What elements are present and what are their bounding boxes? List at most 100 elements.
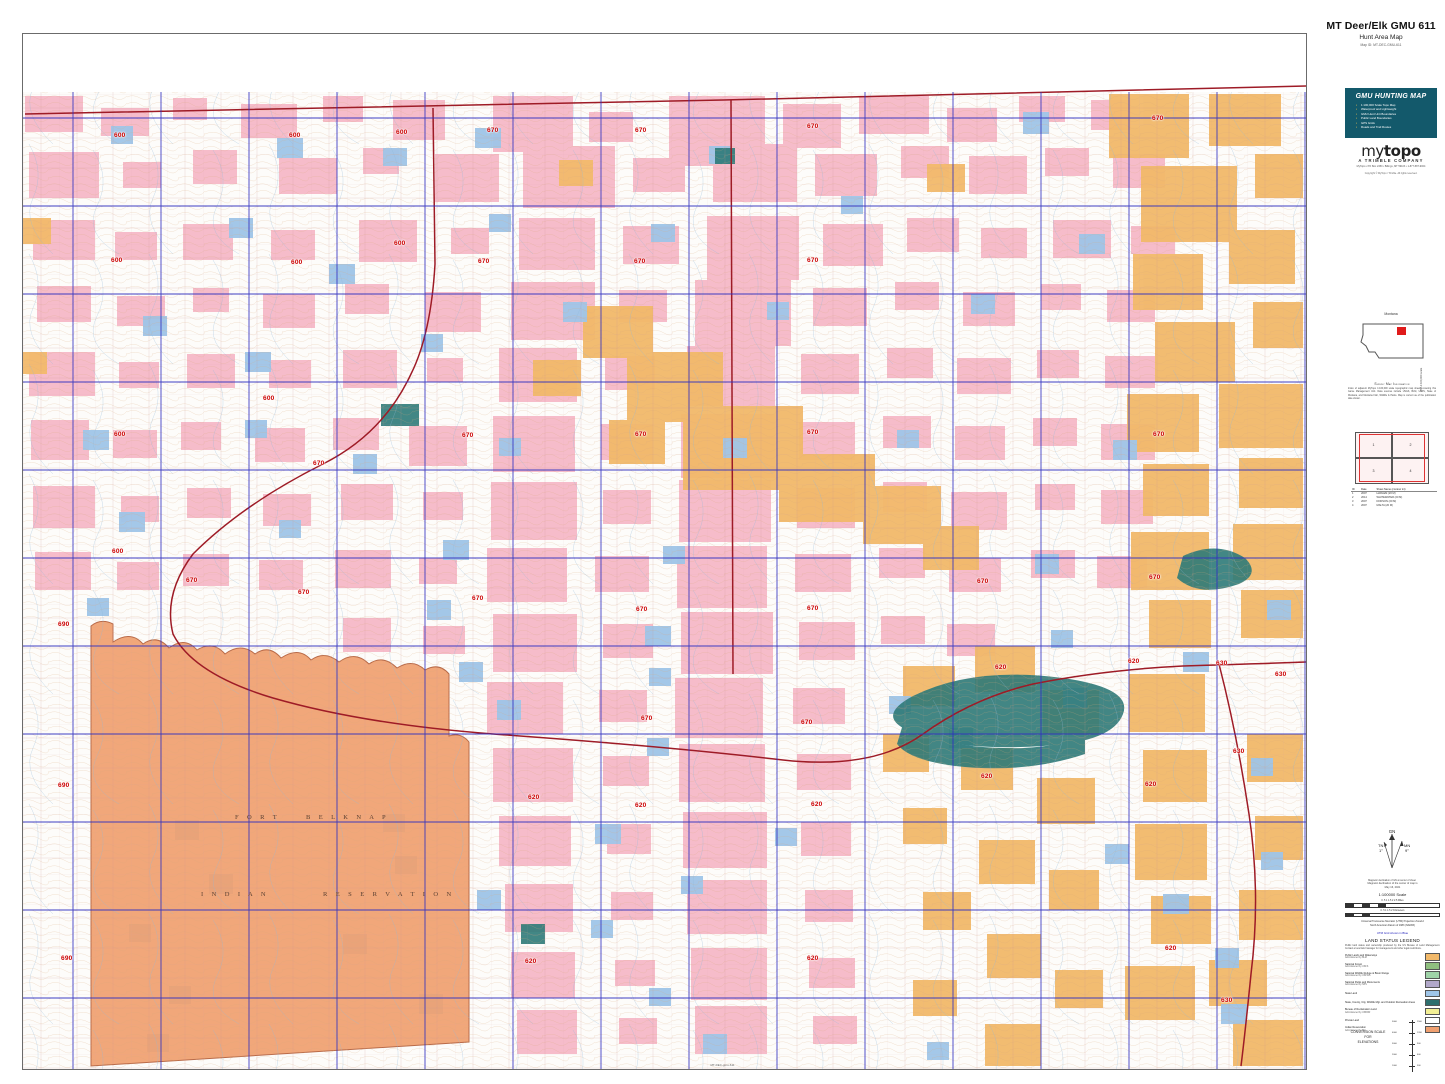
gmu-number-label: 600 — [289, 132, 301, 139]
conversion-feet-label: 2000 — [1392, 1054, 1397, 1056]
gmu-number-label: 670 — [807, 257, 819, 264]
map-id-text: Map ID: MT-DEC-GMU-611 — [1360, 43, 1402, 47]
gmu-number-label: 620 — [1165, 945, 1177, 952]
gmu-number-label: 670 — [635, 127, 647, 134]
table-cell: 2014 — [1361, 496, 1367, 499]
logo-my: my — [1361, 142, 1384, 160]
legend-item-label: Indian Reservation Administered by BIA — [1345, 1026, 1366, 1032]
legend-item-label: State Land — [1345, 991, 1358, 995]
side-note-text: USA 1:100,000 scale — [1420, 367, 1423, 392]
scale-label: 1:100000 Scale — [1378, 892, 1407, 898]
gmu-number-label: 620 — [981, 773, 993, 780]
place-label: I N D I A N — [201, 891, 269, 898]
gmu-number-label: 690 — [58, 782, 70, 789]
gmu-number-label: 670 — [807, 123, 819, 130]
scale-km-ticks: 0 .5 1 1.5 2 Kilometers — [1380, 908, 1405, 912]
declination-diagram: GN TN 1° MN 9° Magnetic declination of G… — [1348, 828, 1436, 882]
projection-line: Universal Transverse Mercator (UTM) Proj… — [1361, 920, 1424, 924]
legend-color-swatch — [1425, 980, 1440, 988]
legend-item-label: National Wildlife Refuge & Bison Range Ad… — [1345, 971, 1390, 978]
adjacent-cell: 4 — [1392, 458, 1429, 484]
conversion-feet-label: 5000 — [1392, 1021, 1397, 1023]
product-feature-item: Public Land Boundaries — [1356, 116, 1437, 121]
gmu-number-label: 620 — [1145, 781, 1157, 788]
gmu-number-label: 670 — [636, 606, 648, 613]
conversion-caption: CONVERSION SCALE FOR ELEVATIONS — [1340, 1018, 1396, 1045]
topographic-map-canvas[interactable] — [23, 34, 1306, 1069]
legend-color-swatch — [1425, 953, 1440, 961]
gmu-number-label: 670 — [1153, 431, 1165, 438]
legend-item-label: Bureau of Reclamation Land Administered b… — [1345, 1008, 1377, 1014]
utm-grid-note: UTM Grid shown in Blue — [1376, 930, 1409, 935]
legend-item-sublabel: Administered by BLM — [1345, 956, 1367, 959]
legend-item-sublabel: Administered by USFS — [1345, 966, 1369, 969]
table-column-header: Sheet Name (contour int) — [1375, 488, 1437, 492]
brand-tagline: A TRIMBLE COMPANY — [1358, 158, 1424, 163]
conversion-scale-graphic: 5000 1500 4000 1200 3000 900 2000 600 1000 300 — [1392, 1018, 1426, 1074]
legend-item-label: Public Lands and Waterways Administered b… — [1345, 953, 1378, 959]
legend-item: National Wildlife Refuge & Bison Range Ad… — [1345, 971, 1440, 979]
elevation-conversion-scale: CONVERSION SCALE FOR ELEVATIONS 5000 1500 40… — [1340, 1018, 1440, 1074]
place-label: B E L K N A P — [306, 814, 389, 821]
declination-note: Magnetic declination of GN at center of … — [1368, 879, 1416, 882]
mytopo-logo-block: mytopo A TRIMBLE COMPANY MyTopo • PO Box… — [1345, 143, 1437, 175]
conversion-meter-label: 600 — [1417, 1054, 1421, 1056]
state-locator-map: Montana — [1345, 312, 1437, 364]
table-row: 4 2007 MALTA (20 M) — [1351, 504, 1437, 508]
legend-item-label: National Parks and Monuments Administered… — [1345, 980, 1380, 987]
legend-item: Public Lands and Waterways Administered b… — [1345, 953, 1440, 961]
gmu-number-label: 670 — [313, 460, 325, 467]
scale-bar-miles: 0 .5 1 1.5 2 2.5 Miles — [1345, 899, 1440, 902]
legend-item: Indian Reservation Administered by BIA — [1345, 1025, 1440, 1034]
revision-date: May 16, 2021 — [1384, 885, 1401, 889]
table-cell: 3 — [1352, 500, 1354, 503]
gmu-number-label: 600 — [111, 257, 123, 264]
conversion-feet-label: 3000 — [1392, 1043, 1397, 1045]
gmu-number-label: 670 — [478, 258, 490, 265]
svg-text:MN: MN — [1404, 843, 1410, 848]
table-cell: 4 — [1352, 504, 1354, 507]
conversion-caption-line: ELEVATIONS — [1357, 1040, 1379, 1044]
legend-item: National Parks and Monuments Administered… — [1345, 980, 1440, 988]
scale-bar-km: 0 .5 1 1.5 2 Kilometers — [1345, 909, 1440, 912]
gmu-number-label: 670 — [801, 719, 813, 726]
table-row: 1 2007 HARLEM (20 M) — [1351, 492, 1437, 497]
gmu-number-label: 670 — [186, 577, 198, 584]
legend-color-swatch — [1425, 962, 1440, 970]
adjacent-cell: 2 — [1392, 432, 1429, 458]
survey-paragraph: Index of adjacent MyTopo 1:100,000 scale… — [1348, 388, 1436, 400]
table-cell: 2007 — [1361, 500, 1367, 503]
gmu-number-label: 670 — [487, 127, 499, 134]
page-subtitle: Hunt Area Map — [1359, 34, 1403, 41]
gmu-number-label: 600 — [396, 129, 408, 136]
conversion-caption-line: CONVERSION SCALE — [1350, 1030, 1386, 1034]
gmu-boundary-lines — [24, 85, 1306, 1067]
gmu-number-label: 600 — [291, 259, 303, 266]
legend-rows: Public Lands and Waterways Administered b… — [1345, 953, 1440, 1034]
footer-map-id: MT-DEC-gmu-611 — [710, 1063, 735, 1067]
legend-item-label: Private Land — [1345, 1018, 1360, 1022]
gmu-number-label: 670 — [634, 258, 646, 265]
gmu-number-label: 600 — [114, 132, 126, 139]
product-feature-item: 1:100,000 Scale Topo Map — [1356, 103, 1437, 108]
gmu-number-label: 620 — [995, 664, 1007, 671]
svg-text:GN: GN — [1389, 829, 1396, 834]
svg-text:1°: 1° — [1379, 848, 1383, 853]
product-feature-item: Waterproof and Lightweight — [1356, 107, 1437, 112]
gmu-number-label: 630 — [1233, 748, 1245, 755]
gmu-number-label: 670 — [1149, 574, 1161, 581]
product-feature-list: 1:100,000 Scale Topo MapWaterproof and L… — [1356, 103, 1437, 130]
map-frame[interactable]: F O R T B E L K N A P I N D I A N R E S … — [22, 33, 1307, 1070]
table-row: 2 2014 WHITEWATER (20 M) — [1351, 496, 1437, 500]
locator-state-label: Montana — [1384, 312, 1398, 316]
scale-miles-ticks: 0 .5 1 1.5 2 2.5 Miles — [1381, 899, 1404, 903]
legend-item: Private Land — [1345, 1016, 1440, 1025]
table-cell: 2007 — [1361, 504, 1367, 507]
scale-block: Magnetic declination of the center of ma… — [1345, 882, 1440, 935]
brand-address: MyTopo • PO Box 2450 • Billings, MT 5910… — [1356, 165, 1426, 168]
table-column-header: ID — [1351, 488, 1361, 492]
survey-info-block: Survey Map Information Index of adjacent… — [1348, 382, 1436, 401]
gmu-number-label: 600 — [114, 431, 126, 438]
table-cell: 2007 — [1361, 492, 1367, 495]
